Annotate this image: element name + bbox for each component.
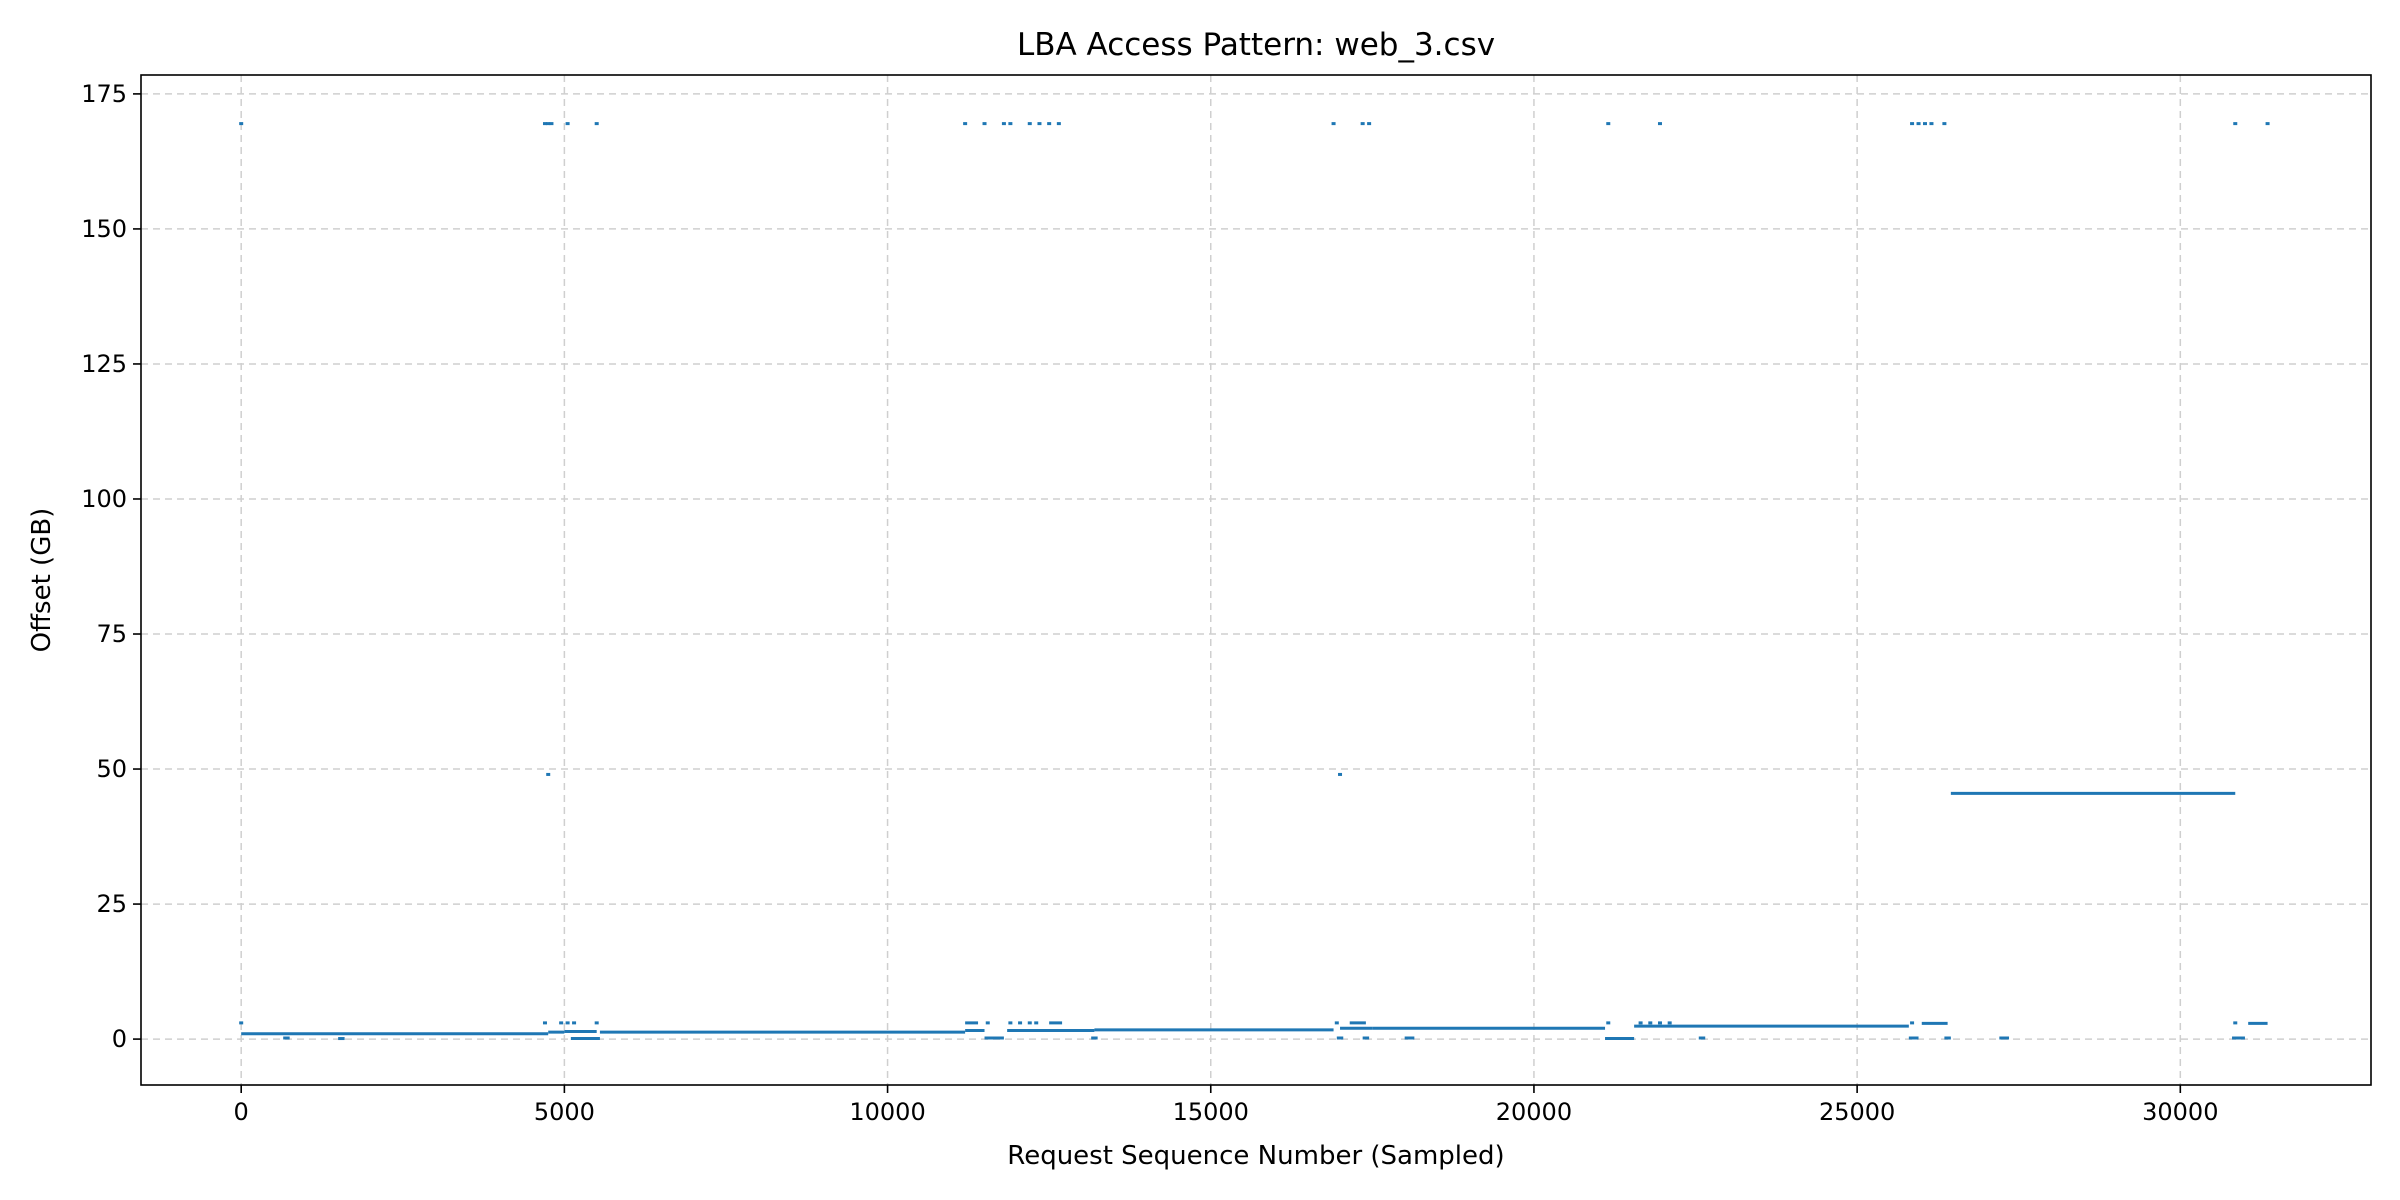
access-point-mark xyxy=(1916,122,1921,126)
access-point-mark xyxy=(1606,1021,1611,1025)
access-point-mark xyxy=(1008,1021,1013,1025)
y-tick-label: 125 xyxy=(81,350,127,378)
access-point-mark xyxy=(559,1021,564,1025)
access-point-mark xyxy=(982,122,987,126)
access-point-mark xyxy=(1047,122,1052,126)
access-point-mark xyxy=(565,122,570,126)
access-point-mark xyxy=(1001,122,1006,126)
x-tick-label: 30000 xyxy=(2142,1098,2218,1126)
access-point-mark xyxy=(1027,1021,1032,1025)
access-point-mark xyxy=(572,1021,577,1025)
access-point-mark xyxy=(1638,1021,1643,1025)
access-point-mark xyxy=(542,122,547,126)
access-point-mark xyxy=(565,1021,570,1025)
access-point-mark xyxy=(2265,122,2270,126)
access-point-mark xyxy=(1331,122,1336,126)
y-tick-label: 75 xyxy=(96,620,127,648)
access-point-mark xyxy=(549,122,554,126)
access-point-mark xyxy=(1648,1021,1653,1025)
y-tick-label: 175 xyxy=(81,80,127,108)
access-point-mark xyxy=(1360,122,1365,126)
access-point-mark xyxy=(1942,122,1947,126)
access-point-mark xyxy=(546,122,551,126)
y-tick-label: 150 xyxy=(81,215,127,243)
access-point-mark xyxy=(1929,122,1934,126)
access-point-mark xyxy=(1606,122,1611,126)
data-layer xyxy=(239,122,2270,1041)
access-point-mark xyxy=(985,1021,990,1025)
access-point-mark xyxy=(1338,772,1343,776)
access-point-mark xyxy=(1923,122,1927,126)
access-point-mark xyxy=(1667,1021,1672,1025)
access-point-mark xyxy=(1367,122,1372,126)
x-axis-label: Request Sequence Number (Sampled) xyxy=(1007,1141,1504,1171)
x-tick-label: 10000 xyxy=(849,1098,925,1126)
access-point-mark xyxy=(1027,122,1032,126)
y-tick-label: 100 xyxy=(81,485,127,513)
y-tick-label: 0 xyxy=(112,1025,127,1053)
access-point-mark xyxy=(2233,122,2238,126)
access-point-mark xyxy=(1034,1021,1039,1025)
access-point-mark xyxy=(546,772,551,776)
access-point-mark xyxy=(1056,122,1061,126)
access-point-mark xyxy=(594,122,599,126)
x-tick-label: 25000 xyxy=(1819,1098,1895,1126)
access-point-mark xyxy=(963,122,968,126)
x-tick-label: 5000 xyxy=(534,1098,595,1126)
access-point-mark xyxy=(594,1021,599,1025)
y-tick-label: 50 xyxy=(96,755,127,783)
access-point-mark xyxy=(239,1021,244,1025)
plot-frame xyxy=(140,74,2372,1086)
access-point-mark xyxy=(2233,1021,2238,1025)
access-point-mark xyxy=(1657,1021,1662,1025)
access-point-mark xyxy=(1018,1021,1023,1025)
access-point-mark xyxy=(239,122,244,126)
x-tick-label: 0 xyxy=(234,1098,249,1126)
access-point-mark xyxy=(1910,122,1915,126)
access-point-mark xyxy=(542,1021,547,1025)
y-axis-label: Offset (GB) xyxy=(27,508,57,653)
y-tick-label: 25 xyxy=(96,890,127,918)
tick-layer: 0 5000 10000 15000 20000 25000 30000 0 25 50 75 100… xyxy=(81,80,2218,1126)
access-point-mark xyxy=(1657,122,1662,126)
grid-layer xyxy=(141,75,2371,1085)
access-point-mark xyxy=(1008,122,1013,126)
access-point-mark xyxy=(1910,1021,1915,1025)
chart-title: LBA Access Pattern: web_3.csv xyxy=(1017,27,1495,63)
x-tick-label: 15000 xyxy=(1173,1098,1249,1126)
access-point-mark xyxy=(1334,1021,1339,1025)
access-point-mark xyxy=(1037,122,1042,126)
x-tick-label: 20000 xyxy=(1496,1098,1572,1126)
